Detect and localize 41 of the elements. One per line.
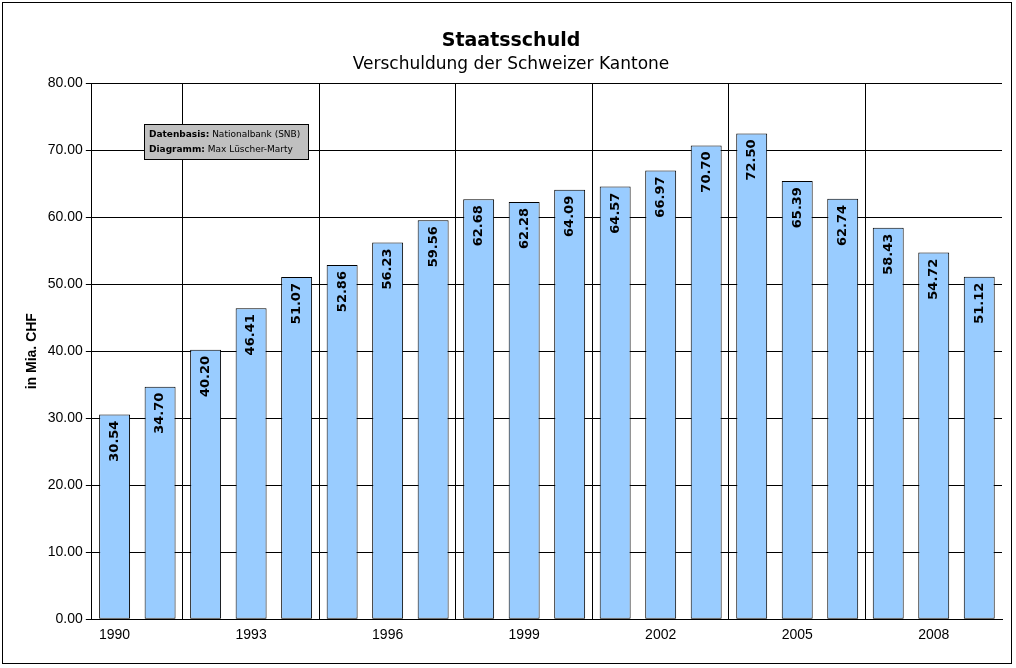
data-label: 52.86 [333,271,349,313]
data-label: 40.20 [196,355,212,397]
data-label: 58.43 [879,233,895,275]
y-tick-label: 70.00 [47,141,84,158]
annotation: Datenbasis: Nationalbank (SNB) [149,128,301,141]
y-tick-label: 0.00 [55,610,84,627]
y-tick-label: 40.00 [47,342,84,359]
data-label: 72.50 [743,139,759,181]
data-label: 51.12 [970,282,986,324]
data-label: 64.09 [561,195,577,237]
data-label: 59.56 [424,226,440,268]
y-tick-label: 80.00 [47,74,84,91]
data-label: 65.39 [788,187,804,229]
x-tick-label: 1990 [99,626,131,643]
data-label: 62.74 [834,204,850,246]
y-axis-title: in Mia. CHF [23,312,40,390]
x-tick-label: 2005 [781,626,813,643]
data-label: 64.57 [606,192,622,234]
annotation: Diagramm: Max Lüscher-Marty [149,143,294,156]
data-label: 66.97 [652,176,668,218]
data-label: 30.54 [105,420,121,462]
x-tick-label: 1996 [372,626,404,643]
data-label: 54.72 [925,258,941,300]
data-label: 46.41 [242,314,258,356]
y-tick-label: 60.00 [47,208,84,225]
x-tick-label: 1999 [508,626,540,643]
y-tick-label: 50.00 [47,275,84,292]
data-label: 70.70 [697,151,713,193]
data-label: 62.28 [515,207,531,250]
data-label: 56.23 [379,248,395,290]
data-label: 62.68 [470,205,486,247]
x-tick-label: 2008 [918,626,950,643]
data-label: 51.07 [288,283,303,325]
x-tick-label: 2002 [645,626,677,643]
y-tick-label: 20.00 [47,476,84,493]
y-tick-label: 10.00 [47,543,84,560]
data-label: 34.70 [151,392,167,434]
y-tick-label: 30.00 [47,409,84,426]
chart-subtitle: Verschuldung der Schweizer Kantone [352,53,670,74]
chart-title: Staatsschuld [441,28,581,51]
x-tick-label: 1993 [235,626,267,643]
